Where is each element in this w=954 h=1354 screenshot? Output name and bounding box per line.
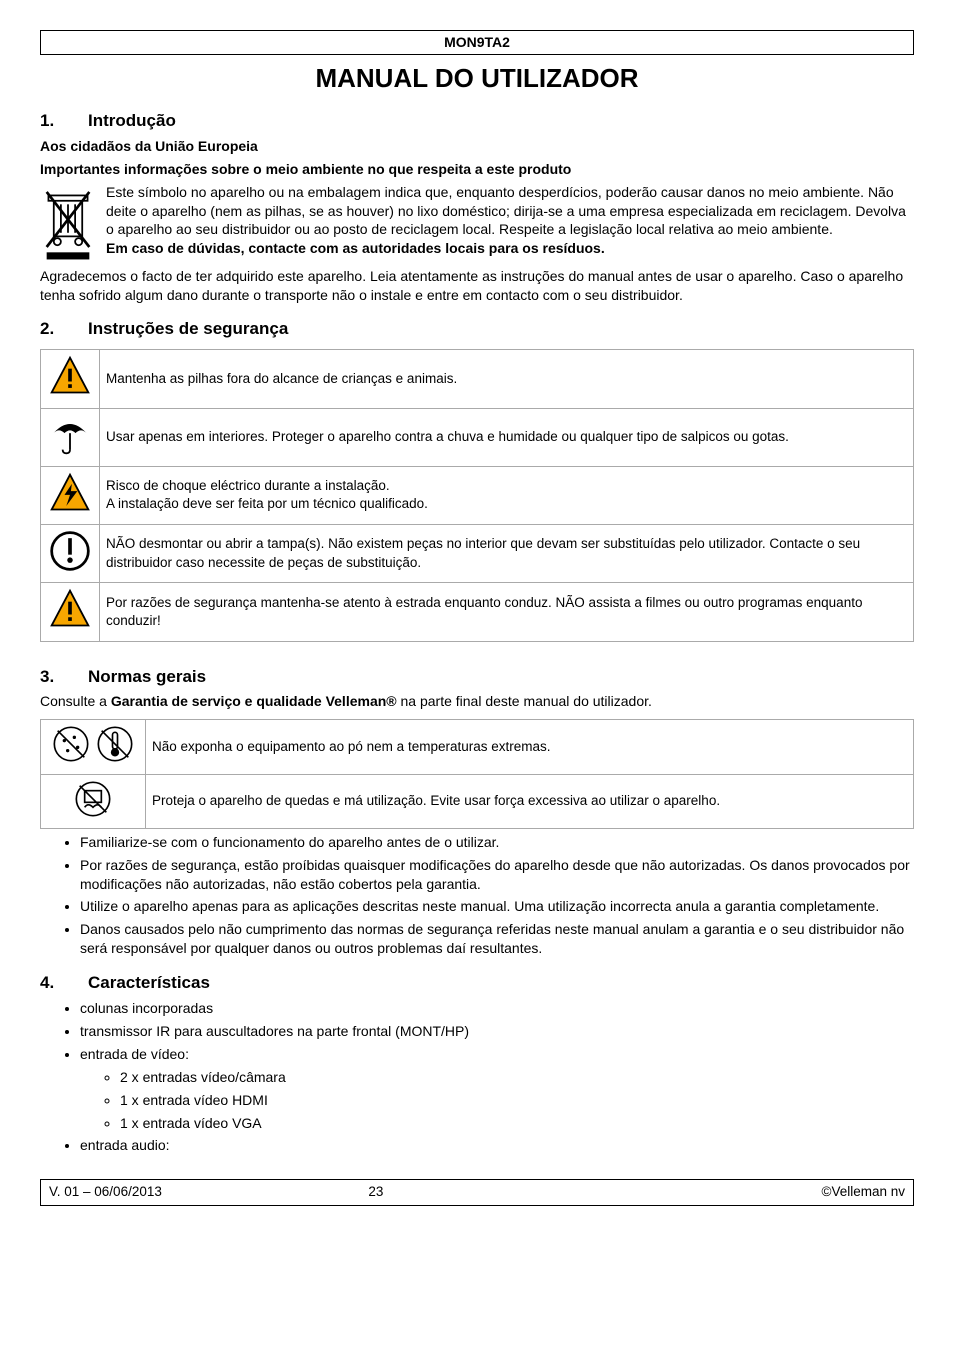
safety-row: Mantenha as pilhas fora do alcance de cr… (41, 350, 914, 408)
section-3-num: 3. (40, 666, 88, 689)
section-4-title: Características (88, 973, 210, 992)
list-item: 1 x entrada vídeo HDMI (120, 1091, 914, 1110)
safety-text: Mantenha as pilhas fora do alcance de cr… (100, 350, 914, 408)
section-1-sub1: Aos cidadãos da União Europeia (40, 137, 914, 156)
safety-row: Por razões de segurança mantenha-se aten… (41, 583, 914, 641)
weee-block: Este símbolo no aparelho ou na embalagem… (40, 183, 914, 263)
safety-row: NÃO desmontar ou abrir a tampa(s). Não e… (41, 525, 914, 583)
umbrella-icon (41, 408, 100, 466)
section-2-title: Instruções de segurança (88, 319, 288, 338)
list-item: Danos causados pelo não cumprimento das … (80, 920, 914, 958)
list-item: Utilize o aparelho apenas para as aplica… (80, 897, 914, 916)
warning-triangle-icon (41, 350, 100, 408)
warning-triangle-icon (41, 583, 100, 641)
section-3-bullets: Familiarize-se com o funcionamento do ap… (40, 833, 914, 958)
footer-copyright: ©Velleman nv (822, 1183, 906, 1201)
safety-text: Por razões de segurança mantenha-se aten… (100, 583, 914, 641)
list-item: entrada audio: (80, 1136, 914, 1155)
footer-version: V. 01 – 06/06/2013 (49, 1183, 162, 1201)
section-3-title: Normas gerais (88, 667, 206, 686)
list-item: 1 x entrada vídeo VGA (120, 1114, 914, 1133)
list-item: colunas incorporadas (80, 999, 914, 1018)
section-4-num: 4. (40, 972, 88, 995)
list-item-label: entrada de vídeo: (80, 1046, 189, 1062)
section-1-num: 1. (40, 110, 88, 133)
norms-text: Proteja o aparelho de quedas e má utiliz… (146, 774, 914, 828)
list-item: transmissor IR para auscultadores na par… (80, 1022, 914, 1041)
section-3-heading: 3.Normas gerais (40, 666, 914, 689)
thanks-paragraph: Agradecemos o facto de ter adquirido est… (40, 267, 914, 305)
safety-row: Usar apenas em interiores. Proteger o ap… (41, 408, 914, 466)
safety-table: Mantenha as pilhas fora do alcance de cr… (40, 349, 914, 641)
section-2-num: 2. (40, 318, 88, 341)
safety-row: Risco de choque eléctrico durante a inst… (41, 466, 914, 524)
section-3-intro-pre: Consulte a (40, 693, 111, 709)
safety-text: NÃO desmontar ou abrir a tampa(s). Não e… (100, 525, 914, 583)
page-footer: V. 01 – 06/06/2013 ©Velleman nv 23 (40, 1179, 914, 1205)
safety-text: Usar apenas em interiores. Proteger o ap… (100, 408, 914, 466)
list-item: Familiarize-se com o funcionamento do ap… (80, 833, 914, 852)
do-not-open-icon (41, 525, 100, 583)
video-sublist: 2 x entradas vídeo/câmara 1 x entrada ví… (80, 1068, 914, 1133)
no-drop-icon (41, 774, 146, 828)
list-item: 2 x entradas vídeo/câmara (120, 1068, 914, 1087)
header-product-code: MON9TA2 (40, 30, 914, 55)
safety-text: Risco de choque eléctrico durante a inst… (100, 466, 914, 524)
weee-bin-icon (40, 183, 98, 263)
dust-temp-icon (41, 720, 146, 774)
norms-table: Não exponha o equipamento ao pó nem a te… (40, 719, 914, 828)
norms-row: Não exponha o equipamento ao pó nem a te… (41, 720, 914, 774)
section-4-bullets: colunas incorporadas transmissor IR para… (40, 999, 914, 1155)
weee-text: Este símbolo no aparelho ou na embalagem… (106, 184, 906, 238)
footer-page-number: 23 (162, 1183, 590, 1201)
section-3-intro-post: na parte final deste manual do utilizado… (397, 693, 652, 709)
manual-title: MANUAL DO UTILIZADOR (40, 61, 914, 96)
list-item: entrada de vídeo: 2 x entradas vídeo/câm… (80, 1045, 914, 1133)
section-1-heading: 1.Introdução (40, 110, 914, 133)
section-1-title: Introdução (88, 111, 176, 130)
weee-bold: Em caso de dúvidas, contacte com as auto… (106, 240, 605, 256)
section-3-intro: Consulte a Garantia de serviço e qualida… (40, 692, 914, 711)
norms-text: Não exponha o equipamento ao pó nem a te… (146, 720, 914, 774)
shock-warning-icon (41, 466, 100, 524)
section-1-sub2: Importantes informações sobre o meio amb… (40, 160, 914, 179)
section-3-intro-bold: Garantia de serviço e qualidade Velleman… (111, 693, 397, 709)
section-2-heading: 2.Instruções de segurança (40, 318, 914, 341)
norms-row: Proteja o aparelho de quedas e má utiliz… (41, 774, 914, 828)
list-item: Por razões de segurança, estão proíbidas… (80, 856, 914, 894)
section-4-heading: 4.Características (40, 972, 914, 995)
